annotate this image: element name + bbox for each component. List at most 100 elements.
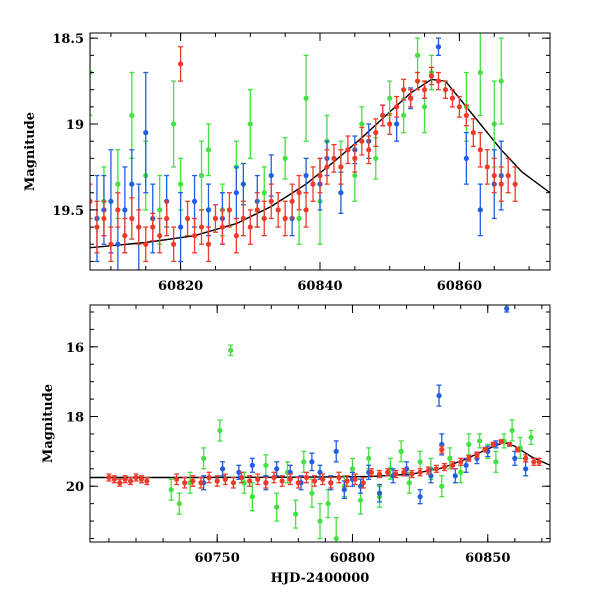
bottom-green-point — [509, 427, 515, 434]
top-red-point — [212, 215, 219, 222]
bottom-green-point — [466, 441, 472, 448]
top-red-point — [394, 104, 400, 110]
top-red-point — [512, 181, 518, 187]
bottom-green-point — [366, 455, 372, 461]
bottom-red-point — [360, 480, 366, 486]
bottom-blue-point — [341, 487, 347, 493]
bottom-red-point — [122, 476, 128, 482]
bottom-red-point — [144, 478, 150, 484]
top-y-tick-label: 18.5 — [52, 32, 84, 47]
top-green-point — [296, 215, 302, 222]
bottom-red-point — [458, 459, 464, 465]
bottom-axes: 60750 60800 60850 16 18 20 — [66, 305, 550, 566]
bottom-green-point — [398, 448, 404, 454]
bottom-x-axis-label: HJD-2400000 — [271, 571, 370, 586]
bottom-x-tick-label: 60750 — [195, 551, 240, 566]
bottom-red-point — [303, 474, 310, 481]
bottom-blue-point — [309, 459, 315, 465]
bottom-red-point — [449, 462, 456, 468]
bottom-green-point — [406, 480, 412, 486]
top-x-tick-label: 60820 — [158, 279, 203, 294]
bottom-green-point — [447, 455, 453, 461]
top-red-point — [352, 155, 358, 161]
top-green-point — [401, 112, 407, 119]
bottom-red-point — [531, 459, 537, 465]
top-panel: 60820 60840 60860 18.5 19 19.5 Magnitude — [23, 32, 551, 294]
bottom-blue-point — [417, 494, 423, 500]
bottom-red-point — [490, 441, 496, 448]
top-red-point — [240, 215, 246, 222]
bottom-blue-point — [523, 466, 529, 472]
top-y-tick-label: 19 — [66, 118, 84, 133]
bottom-green-point — [228, 347, 234, 353]
top-blue-point — [463, 155, 469, 161]
top-blue-point — [233, 190, 239, 196]
top-x-tick-label: 60840 — [297, 279, 342, 294]
bottom-red-point — [320, 476, 326, 482]
top-green-point — [414, 52, 421, 58]
top-red-point — [428, 73, 435, 79]
bottom-y-axis-label: Magnitude — [41, 384, 56, 463]
top-red-point — [338, 164, 344, 170]
top-red-point — [324, 164, 330, 170]
top-blue-point — [268, 172, 274, 179]
bottom-red-point — [523, 455, 529, 461]
top-green-point — [205, 147, 212, 153]
bottom-blue-point — [452, 473, 458, 479]
top-red-point — [366, 147, 372, 153]
bottom-red-point — [111, 476, 117, 482]
bottom-red-point — [385, 469, 391, 475]
bottom-red-point — [466, 455, 472, 461]
top-red-point — [449, 95, 456, 101]
bottom-red-point — [409, 471, 415, 477]
bottom-green-point — [349, 466, 356, 472]
bottom-red-point — [506, 441, 513, 448]
top-green-point — [157, 207, 163, 213]
bottom-green-point — [458, 469, 464, 475]
bottom-red-point — [344, 478, 350, 484]
bottom-red-point — [214, 478, 220, 484]
top-y-tick-label: 19.5 — [52, 204, 84, 219]
bottom-red-point — [271, 474, 277, 481]
top-y-axis-label: Magnitude — [23, 112, 38, 191]
bottom-red-point — [425, 467, 431, 474]
top-red-point — [219, 224, 226, 230]
top-x-tick-label: 60860 — [437, 279, 482, 294]
top-blue-point — [178, 224, 184, 230]
bottom-green-point — [333, 535, 339, 542]
top-red-point — [289, 198, 295, 204]
bottom-green-point — [241, 480, 247, 486]
bottom-y-tick-label: 18 — [66, 411, 84, 426]
bottom-plot-area — [90, 305, 550, 542]
bottom-red-point — [393, 471, 399, 477]
bottom-red-point — [336, 474, 342, 481]
top-red-point — [380, 112, 386, 119]
bottom-blue-point — [463, 462, 469, 468]
bottom-green-point — [176, 501, 182, 507]
top-red-point — [136, 224, 142, 230]
top-red-point — [414, 78, 421, 84]
bottom-green-point — [263, 462, 269, 468]
bottom-green-point — [493, 459, 499, 465]
bottom-red-point — [287, 476, 293, 482]
top-red-point — [171, 241, 177, 247]
bottom-green-point — [357, 497, 364, 503]
top-green-point — [247, 121, 253, 127]
top-green-point — [387, 95, 393, 101]
bottom-red-point — [295, 480, 301, 486]
bottom-blue-point — [436, 393, 442, 399]
top-red-point — [345, 147, 351, 153]
bottom-green-point — [477, 438, 483, 444]
top-blue-point — [240, 181, 246, 187]
top-blue-point — [303, 172, 309, 179]
bottom-blue-point — [512, 455, 518, 461]
top-plot-area — [90, 33, 550, 270]
bottom-red-point — [255, 476, 261, 482]
bottom-red-point — [198, 480, 204, 486]
top-green-point — [498, 78, 504, 84]
top-blue-point — [129, 181, 135, 187]
bottom-green-point — [301, 459, 307, 465]
top-red-point — [122, 233, 128, 239]
bottom-blue-point — [333, 448, 339, 454]
